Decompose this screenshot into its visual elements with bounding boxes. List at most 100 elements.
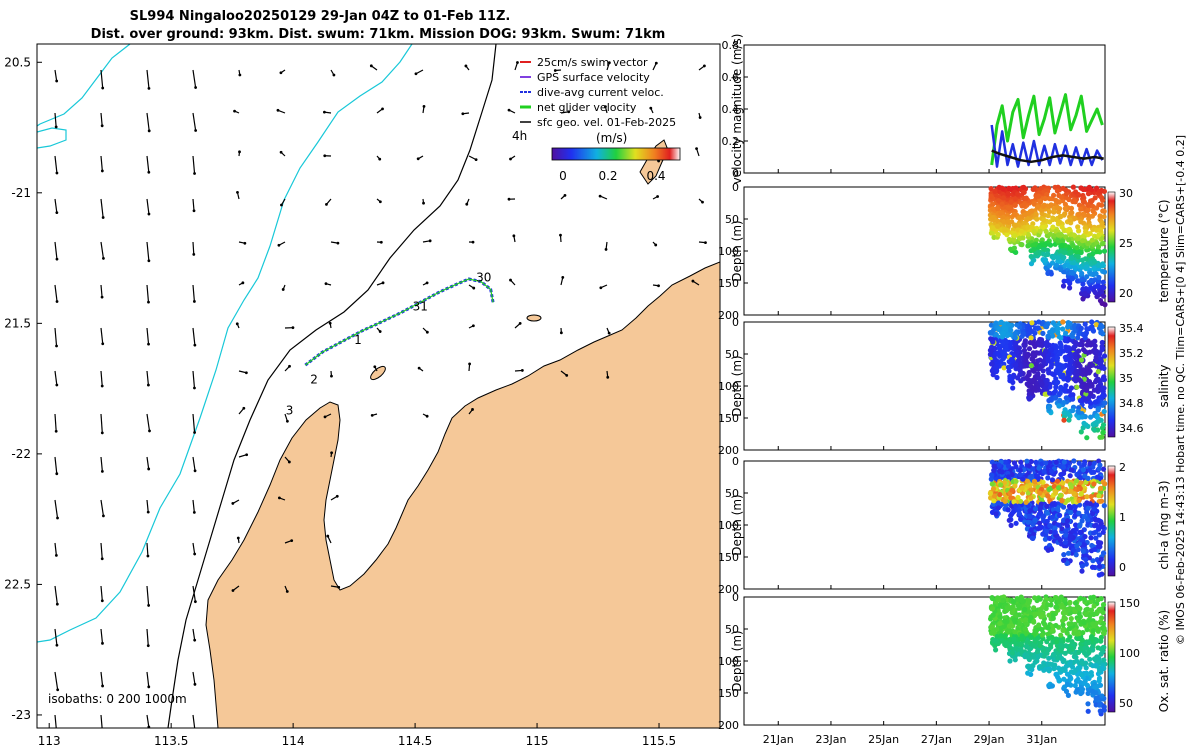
current-vector	[100, 155, 103, 171]
current-vector-head	[281, 288, 285, 291]
track-day-label: 31	[413, 299, 428, 313]
profile-sample	[997, 210, 1003, 216]
profile-sample	[1087, 231, 1093, 237]
profile-sample	[1054, 360, 1060, 367]
profile-sample	[993, 369, 999, 375]
profile-sample	[1025, 243, 1031, 249]
current-vector-head	[280, 203, 283, 207]
profile-sample	[1057, 266, 1064, 272]
profile-sample	[1078, 357, 1085, 363]
profile-sample	[1074, 245, 1080, 251]
profile-sample	[1072, 199, 1078, 205]
current-vector-head	[381, 107, 384, 111]
current-vector-head	[192, 300, 196, 303]
profile-sample	[1009, 650, 1016, 656]
current-vector-head	[559, 331, 563, 335]
profile-sample	[1013, 464, 1019, 470]
current-vector-head	[471, 240, 475, 244]
profile-sample	[1067, 600, 1073, 606]
profile-sample	[1020, 476, 1026, 482]
profile-sample	[1036, 319, 1042, 325]
profile-sample	[1094, 348, 1100, 355]
profile-sample	[1045, 334, 1051, 340]
profile-sample	[1088, 414, 1094, 420]
profile-sample	[1046, 405, 1052, 412]
current-vector-head	[516, 61, 519, 64]
profile-sample	[989, 472, 995, 478]
profile-sample	[1076, 510, 1082, 516]
profile-sample	[1032, 385, 1038, 391]
current-vector-head	[193, 469, 197, 473]
profile-sample	[1047, 535, 1053, 542]
profile-sample	[1062, 201, 1068, 207]
velocity-ytick-label: 0	[732, 167, 739, 180]
current-vector	[192, 112, 197, 131]
profile-sample	[1038, 524, 1044, 530]
profile-sample	[1074, 368, 1080, 374]
current-vector	[192, 499, 195, 513]
profile-sample	[1089, 383, 1095, 389]
current-vector-head	[559, 233, 562, 237]
profile-sample	[1074, 373, 1080, 379]
profile-sample	[1055, 674, 1061, 680]
profile-sample	[1033, 211, 1039, 217]
profile-sample	[1080, 296, 1086, 302]
profile-sample	[1050, 327, 1056, 333]
profile-sample	[1093, 379, 1099, 385]
profile-sample	[1079, 518, 1085, 524]
profile-sample	[1057, 259, 1064, 265]
profile-sample	[1098, 498, 1105, 504]
current-vector	[100, 585, 103, 601]
profile-sample	[1034, 658, 1040, 664]
profile-sample	[1028, 363, 1034, 369]
profile-sample	[1077, 341, 1083, 347]
profile-sample	[1095, 597, 1101, 603]
profile-sample	[1004, 332, 1010, 339]
current-vector-head	[231, 589, 235, 592]
profile-sample	[1082, 534, 1088, 540]
profile-sample	[987, 490, 994, 497]
profile-sample	[1090, 558, 1096, 564]
current-vector-head	[276, 108, 280, 112]
profile-sample	[1059, 242, 1065, 248]
velocity-series	[990, 93, 1104, 168]
profile-sample	[1057, 219, 1063, 225]
current-vector-head	[507, 197, 511, 201]
current-vector-head	[604, 105, 607, 109]
profile-sample	[1067, 285, 1073, 291]
current-vector-head	[381, 281, 385, 285]
profile-sample	[1098, 187, 1105, 194]
profile-sample	[1069, 255, 1075, 261]
profile-sample	[1023, 620, 1029, 627]
profile-sample	[1099, 665, 1105, 672]
profile-sample	[1011, 245, 1018, 251]
profile-sample	[1061, 410, 1067, 416]
profile-sample	[1087, 656, 1093, 662]
profile-sample	[1005, 364, 1012, 370]
profile-sample	[995, 206, 1001, 212]
profile-sample	[991, 493, 998, 499]
profile-sample	[1036, 193, 1042, 199]
depth-ytick-label: 100	[718, 519, 739, 532]
profile-sample	[1094, 205, 1100, 211]
colorbar-tick-label: 0	[1119, 561, 1126, 574]
profile-sample	[1050, 501, 1056, 507]
profile-sample	[1101, 269, 1108, 275]
profile-sample	[1075, 224, 1081, 230]
profile-sample	[1034, 204, 1041, 210]
profile-sample	[990, 225, 996, 232]
profile-sample	[989, 329, 995, 335]
profile-sample	[1053, 384, 1059, 390]
current-vector-head	[285, 590, 289, 593]
map-frame	[36, 43, 721, 729]
depth-ylabel: Depth (m)	[730, 630, 744, 691]
profile-sample	[1060, 326, 1066, 332]
profile-sample	[1080, 281, 1086, 287]
profile-sample	[1079, 238, 1086, 244]
profile-sample	[1013, 503, 1019, 509]
profile-sample	[1081, 461, 1087, 467]
profile-sample	[1073, 340, 1079, 346]
profile-sample	[1048, 396, 1054, 402]
colorbar-tick-label: 25	[1119, 237, 1133, 250]
